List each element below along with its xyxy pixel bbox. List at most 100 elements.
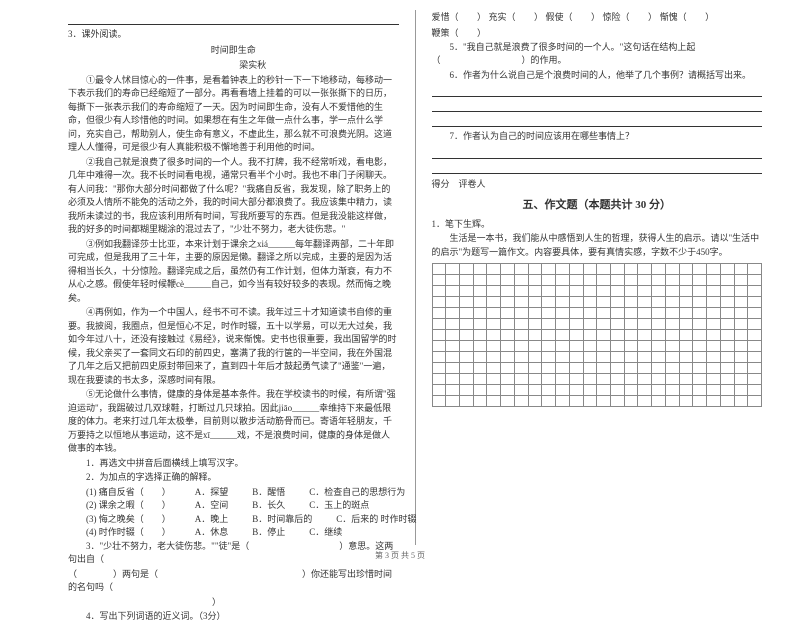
- grid-cell: [446, 396, 460, 407]
- grid-cell: [433, 308, 447, 319]
- grid-cell: [735, 341, 749, 352]
- grid-cell: [433, 286, 447, 297]
- grid-cell: [707, 308, 721, 319]
- grid-cell: [433, 275, 447, 286]
- grid-cell: [460, 385, 474, 396]
- grid-cell: [570, 385, 584, 396]
- grid-cell: [748, 385, 762, 396]
- grid-cell: [474, 297, 488, 308]
- grid-cell: [625, 363, 639, 374]
- grid-cell: [556, 374, 570, 385]
- grid-cell: [625, 330, 639, 341]
- grid-cell: [638, 363, 652, 374]
- grid-cell: [515, 264, 529, 275]
- grid-cell: [584, 385, 598, 396]
- grid-cell: [433, 396, 447, 407]
- grid-cell: [693, 319, 707, 330]
- grid-cell: [460, 396, 474, 407]
- grid-cell: [515, 286, 529, 297]
- grid-cell: [597, 330, 611, 341]
- grid-cell: [501, 308, 515, 319]
- grid-cell: [680, 275, 694, 286]
- grid-cell: [515, 330, 529, 341]
- grid-cell: [707, 341, 721, 352]
- option-row: (4) 时作时辍（ ）A．休息B．停止C．继续: [68, 526, 399, 540]
- grid-cell: [748, 396, 762, 407]
- grid-cell: [638, 385, 652, 396]
- grid-cell: [611, 308, 625, 319]
- opt-b: B．时间靠后的: [234, 513, 312, 527]
- grid-cell: [735, 330, 749, 341]
- grid-cell: [680, 330, 694, 341]
- grid-cell: [693, 308, 707, 319]
- grid-cell: [735, 308, 749, 319]
- answer-line-2: [432, 100, 763, 112]
- q6: 6．作者为什么说自己是个浪费时间的人，他举了几个事例？请概括写出来。: [432, 69, 763, 83]
- grid-cell: [721, 319, 735, 330]
- grid-cell: [597, 319, 611, 330]
- grid-cell: [501, 396, 515, 407]
- grid-cell: [487, 264, 501, 275]
- grid-cell: [680, 396, 694, 407]
- grid-cell: [680, 385, 694, 396]
- grid-cell: [460, 341, 474, 352]
- grid-cell: [652, 264, 666, 275]
- grid-cell: [748, 341, 762, 352]
- word-item: 爱惜（ ）: [432, 10, 487, 24]
- grid-cell: [487, 330, 501, 341]
- grid-cell: [735, 385, 749, 396]
- grid-cell: [735, 352, 749, 363]
- grid-cell: [735, 363, 749, 374]
- opt-num: (2) 课余之暇（ ）: [68, 499, 171, 513]
- grid-cell: [446, 330, 460, 341]
- grid-cell: [625, 308, 639, 319]
- grid-cell: [460, 297, 474, 308]
- grid-cell: [556, 330, 570, 341]
- option-row: (2) 课余之暇（ ）A．空间B．长久C．玉上的斑点: [68, 499, 399, 513]
- grid-cell: [680, 297, 694, 308]
- opt-num: (1) 痛自反省（ ）: [68, 486, 171, 500]
- grid-cell: [529, 308, 543, 319]
- grid-cell: [556, 363, 570, 374]
- grid-cell: [721, 286, 735, 297]
- grid-cell: [460, 286, 474, 297]
- grid-cell: [570, 319, 584, 330]
- grid-cell: [625, 264, 639, 275]
- grid-cell: [460, 363, 474, 374]
- grid-cell: [433, 352, 447, 363]
- grid-cell: [638, 297, 652, 308]
- grid-cell: [584, 330, 598, 341]
- grid-cell: [515, 341, 529, 352]
- grid-cell: [460, 352, 474, 363]
- grid-cell: [584, 363, 598, 374]
- grid-cell: [638, 396, 652, 407]
- grid-cell: [433, 374, 447, 385]
- grid-cell: [597, 308, 611, 319]
- grid-cell: [611, 396, 625, 407]
- grid-cell: [487, 319, 501, 330]
- grid-cell: [721, 264, 735, 275]
- opt-c: C．继续: [291, 526, 342, 540]
- grid-cell: [487, 374, 501, 385]
- grid-cell: [666, 264, 680, 275]
- grid-cell: [735, 396, 749, 407]
- grid-cell: [735, 319, 749, 330]
- grid-cell: [556, 308, 570, 319]
- grid-cell: [638, 275, 652, 286]
- option-row: (1) 痛自反省（ ）A．探望B．醒悟C．检查自己的思想行为: [68, 486, 399, 500]
- grid-cell: [666, 330, 680, 341]
- opt-b: B．长久: [234, 499, 285, 513]
- word-item: 鞭策（ ）: [432, 26, 487, 40]
- grid-cell: [433, 385, 447, 396]
- grid-cell: [735, 297, 749, 308]
- grid-cell: [611, 319, 625, 330]
- blank-paren: ）: [516, 10, 544, 24]
- sub-q1: 1．再选文中拼音后面横线上填写汉字。: [68, 457, 399, 471]
- grid-cell: [570, 286, 584, 297]
- grid-cell: [446, 352, 460, 363]
- grid-cell: [515, 319, 529, 330]
- grid-cell: [748, 319, 762, 330]
- composition-grid: [432, 263, 763, 407]
- section-5-title: 五、作文题（本题共计 30 分）: [432, 196, 763, 212]
- grid-cell: [666, 363, 680, 374]
